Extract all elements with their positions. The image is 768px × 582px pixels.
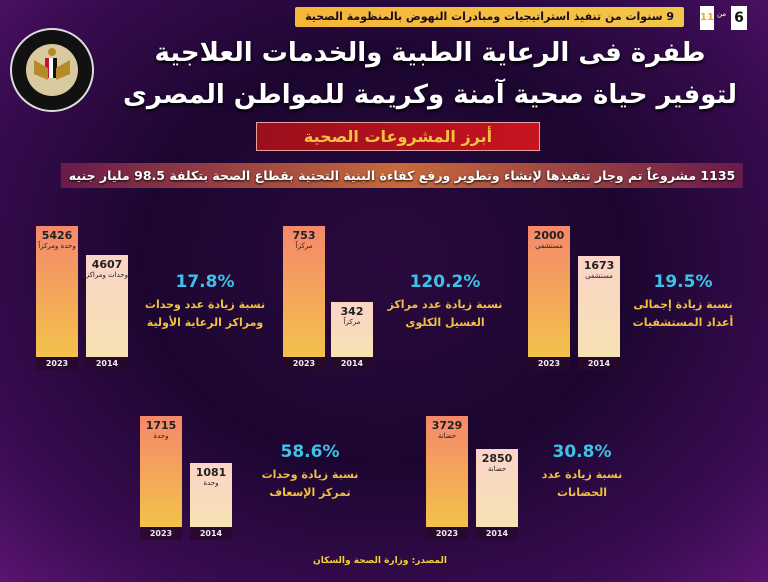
description-line: الغسيل الكلوى (405, 316, 485, 329)
bar-unit: مركزاً (295, 242, 313, 250)
percent-increase: 19.5% (653, 272, 713, 292)
percent-increase: 17.8% (175, 272, 235, 292)
year-label: 2014 (578, 357, 620, 370)
page-total: 11 (700, 6, 714, 30)
bar-value: 1673 (583, 259, 615, 272)
series-banner: 9 سنوات من تنفيذ استراتيجيات ومبادرات ال… (295, 7, 684, 27)
bar-unit: مستشفى (535, 242, 563, 250)
bar-2023: 3729 حضانة (426, 416, 468, 527)
bar-2023: 753 مركزاً (283, 226, 325, 357)
description-line: تمركز الإسعاف (269, 486, 351, 499)
description-line: نسبة زيادة إجمالى (633, 298, 733, 311)
page-current: 6 (731, 6, 747, 30)
year-label: 2023 (36, 357, 78, 370)
summary-banner: 1135 مشروعاً تم وجار تنفيذها لإنشاء وتطو… (60, 163, 744, 188)
title-line-2: لتوفير حياة صحية آمنة وكريمة للمواطن الم… (123, 80, 737, 110)
bar-value: 3729 (431, 419, 463, 432)
egypt-cabinet-logo (10, 28, 94, 112)
year-label: 2023 (283, 357, 325, 370)
bar-value: 1081 (195, 466, 227, 479)
bar-value: 342 (340, 305, 364, 318)
bar-unit: مركزاً (343, 318, 361, 326)
year-label: 2014 (476, 527, 518, 540)
description-line: الحضانات (556, 486, 608, 499)
bar-unit: وحدة ومركزاً (38, 242, 76, 250)
percent-increase: 30.8% (552, 442, 612, 462)
bar-unit: وحدة (153, 432, 169, 440)
bar-2014: 342 مركزاً (331, 302, 373, 357)
bar-value: 753 (292, 229, 316, 242)
bar-2023: 1715 وحدة (140, 416, 182, 527)
year-label: 2023 (140, 527, 182, 540)
bar-value: 1715 (145, 419, 177, 432)
bar-unit: وحدات ومراكز (85, 271, 128, 279)
bar-value: 2850 (481, 452, 513, 465)
bar-unit: حضانة (437, 432, 457, 440)
bar-2014: 2850 حضانة (476, 449, 518, 527)
title-line-1: طفرة فى الرعاية الطبية والخدمات العلاجية (154, 38, 706, 68)
description-line: نسبة زيادة عدد وحدات (144, 298, 266, 311)
percent-increase: 120.2% (409, 272, 481, 292)
year-label: 2014 (190, 527, 232, 540)
year-label: 2014 (331, 357, 373, 370)
bar-value: 4607 (91, 258, 123, 271)
year-label: 2023 (528, 357, 570, 370)
description-line: أعداد المستشفيات (632, 316, 734, 329)
bar-value: 2000 (533, 229, 565, 242)
bar-2014: 1673 مستشفى (578, 256, 620, 357)
bar-unit: مستشفى (585, 272, 613, 280)
bar-2023: 5426 وحدة ومركزاً (36, 226, 78, 357)
bar-2014: 4607 وحدات ومراكز (86, 255, 128, 357)
bar-unit: حضانة (487, 465, 507, 473)
year-label: 2014 (86, 357, 128, 370)
description-line: نسبة زيادة عدد (541, 468, 623, 481)
description-line: ومراكز الرعاية الأولية (146, 316, 264, 329)
bar-value: 5426 (41, 229, 73, 242)
source-note: المصدر: وزارة الصحة والسكان (313, 556, 447, 566)
bar-2023: 2000 مستشفى (528, 226, 570, 357)
section-banner: أبرز المشروعات الصحية (256, 122, 540, 151)
bar-unit: وحدة (203, 479, 219, 487)
percent-increase: 58.6% (280, 442, 340, 462)
description-line: نسبة زيادة عدد مراكز (387, 298, 503, 311)
year-label: 2023 (426, 527, 468, 540)
page-of-label: من (717, 10, 727, 18)
bar-2014: 1081 وحدة (190, 463, 232, 527)
description-line: نسبة زيادة وحدات (261, 468, 359, 481)
